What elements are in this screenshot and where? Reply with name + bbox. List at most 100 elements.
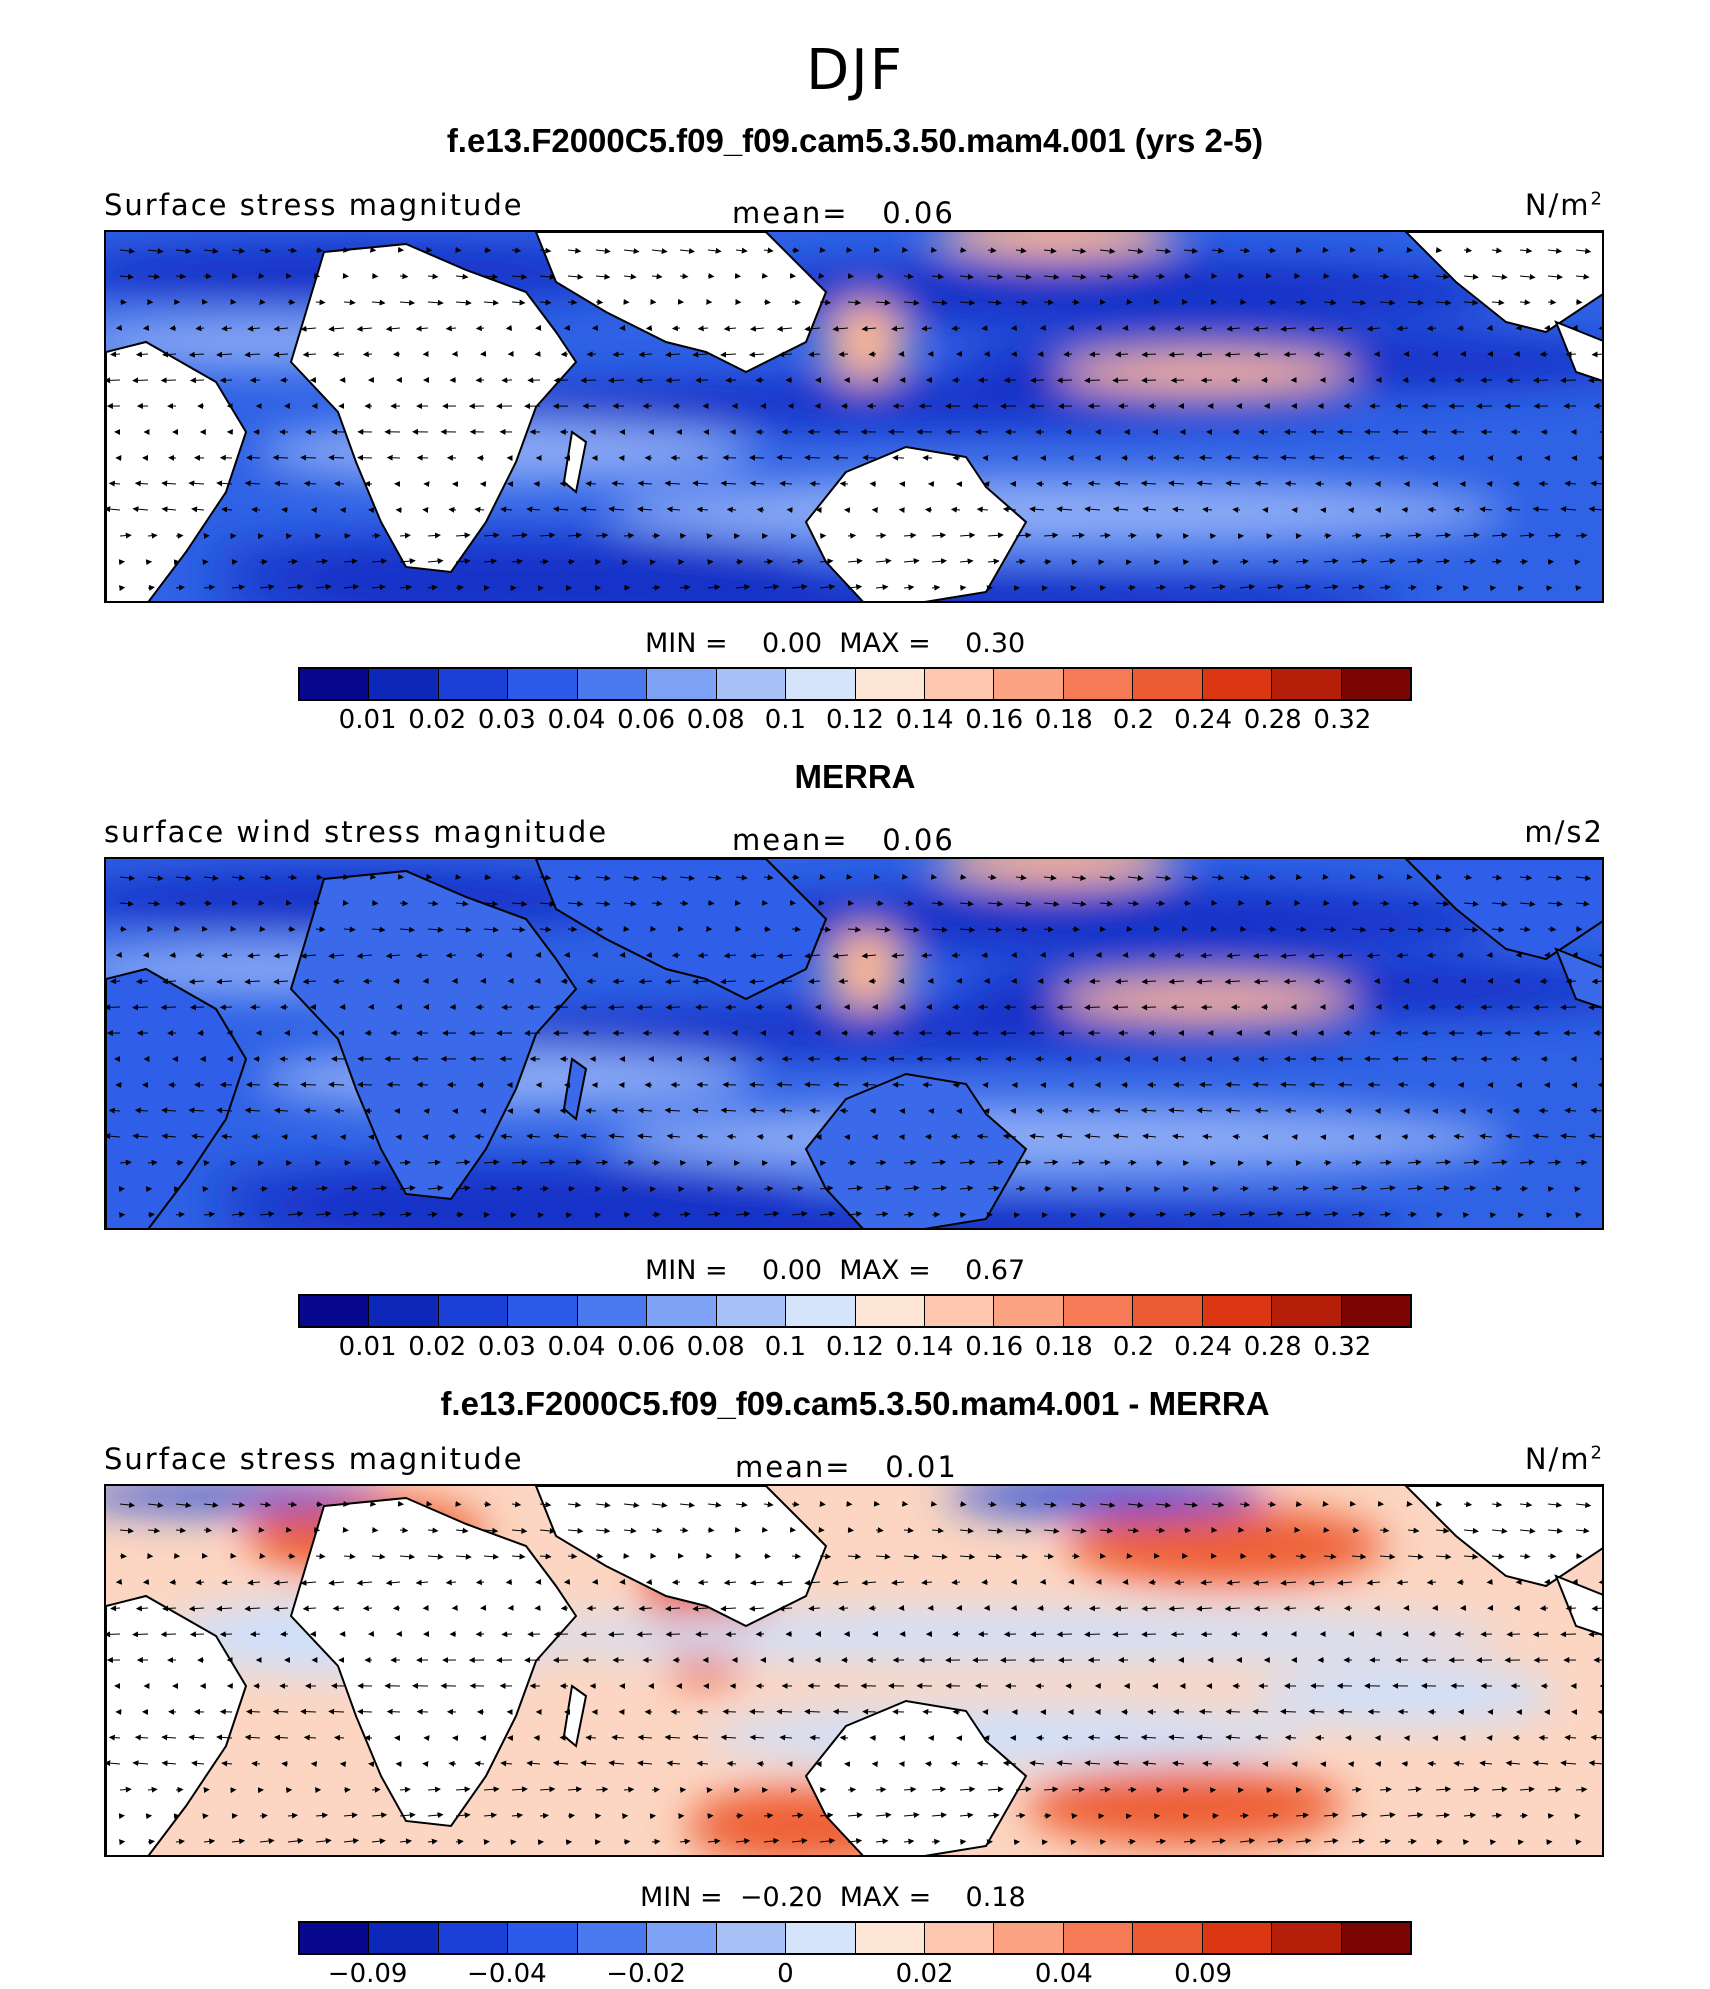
panel-3-variable-label: Surface stress magnitude xyxy=(104,1442,524,1476)
panel-1-variable-label: Surface stress magnitude xyxy=(104,188,524,222)
colorbar-tick-label: 0.32 xyxy=(1313,1332,1372,1362)
colorbar-swatch xyxy=(300,1296,370,1326)
colorbar-swatch xyxy=(1341,1923,1410,1953)
colorbar-swatch xyxy=(438,1923,509,1953)
colorbar-swatch xyxy=(647,1923,717,1953)
panel-1-map xyxy=(104,230,1604,603)
colorbar-swatch xyxy=(924,1296,995,1326)
colorbar-swatch xyxy=(994,1923,1064,1953)
colorbar-tick-label: 0.18 xyxy=(1034,1332,1093,1362)
panel-2-variable-label: surface wind stress magnitude xyxy=(104,815,609,849)
panel-2-mean: mean= 0.06 xyxy=(732,823,955,857)
panel-2-map-field xyxy=(106,859,1602,1228)
colorbar-swatch xyxy=(855,1296,925,1326)
panel-1-colorbar-ticks: 0.01 0.02 0.03 0.04 0.06 0.08 0.1 0.12 0.14 0.16 0… xyxy=(298,705,1412,735)
colorbar-swatch xyxy=(716,669,787,699)
colorbar-swatch xyxy=(1133,1923,1203,1953)
colorbar-swatch xyxy=(855,669,925,699)
colorbar-swatch xyxy=(577,1296,648,1326)
colorbar-swatch xyxy=(1341,1296,1410,1326)
colorbar-tick-label: 0.04 xyxy=(547,1332,606,1362)
colorbar-swatch xyxy=(577,669,648,699)
colorbar-swatch xyxy=(369,669,439,699)
colorbar-swatch xyxy=(1133,1296,1203,1326)
colorbar-tick-label: 0.2 xyxy=(1112,1332,1155,1362)
colorbar-tick-label: 0.06 xyxy=(617,1332,676,1362)
colorbar-swatch xyxy=(1202,669,1273,699)
colorbar-swatch xyxy=(1133,669,1203,699)
colorbar-tick-label: 0.09 xyxy=(1174,1959,1233,1989)
colorbar-swatch xyxy=(1063,669,1134,699)
season-title: DJF xyxy=(806,38,904,103)
colorbar-tick-label: 0.02 xyxy=(408,1332,467,1362)
colorbar-swatch xyxy=(369,1296,439,1326)
colorbar-tick-label: 0.12 xyxy=(826,705,884,735)
colorbar-swatch xyxy=(924,1923,995,1953)
colorbar-tick-label: −0.09 xyxy=(327,1959,408,1989)
colorbar-tick-label: 0.28 xyxy=(1243,705,1302,735)
panel-3-mean: mean= 0.01 xyxy=(735,1450,958,1484)
colorbar-swatch xyxy=(300,669,370,699)
panel-3-map xyxy=(104,1484,1604,1857)
colorbar-tick-label: 0.03 xyxy=(477,1332,536,1362)
colorbar-swatch xyxy=(508,1923,578,1953)
colorbar-swatch xyxy=(855,1923,925,1953)
colorbar-swatch xyxy=(786,1923,856,1953)
colorbar-swatch xyxy=(1063,1296,1134,1326)
colorbar-tick-label: 0.16 xyxy=(965,1332,1024,1362)
colorbar-swatch xyxy=(994,669,1064,699)
panel-3-colorbar-ticks: −0.09 −0.04 −0.02 0 0.02 0.04 0.09 xyxy=(298,1959,1412,1989)
colorbar-tick-label: 0.08 xyxy=(686,705,745,735)
panel-1-units: N/m2 xyxy=(1524,188,1604,222)
colorbar-swatch xyxy=(647,1296,717,1326)
colorbar-tick-label: 0.03 xyxy=(477,705,536,735)
colorbar-tick-label: 0 xyxy=(777,1959,794,1989)
panel-3-colorbar xyxy=(298,1921,1412,1955)
panel-1-min-max: MIN = 0.00 MAX = 0.30 xyxy=(645,628,1026,659)
colorbar-swatch xyxy=(1341,669,1410,699)
colorbar-tick-label: 0.2 xyxy=(1112,705,1155,735)
colorbar-tick-label: 0.18 xyxy=(1034,705,1093,735)
colorbar-swatch xyxy=(1063,1923,1134,1953)
colorbar-swatch xyxy=(1202,1296,1273,1326)
colorbar-tick-label: 0.01 xyxy=(338,1332,397,1362)
colorbar-swatch xyxy=(716,1296,787,1326)
colorbar-swatch xyxy=(1272,669,1342,699)
colorbar-tick-label: 0.04 xyxy=(1034,1959,1093,1989)
colorbar-swatch xyxy=(994,1296,1064,1326)
panel-2-units: m/s2 xyxy=(1524,815,1604,849)
panel-1-colorbar xyxy=(298,667,1412,701)
colorbar-tick-label: 0.1 xyxy=(764,705,807,735)
colorbar-tick-label: 0.04 xyxy=(547,705,606,735)
colorbar-swatch xyxy=(300,1923,370,1953)
colorbar-swatch xyxy=(647,669,717,699)
colorbar-swatch xyxy=(1272,1296,1342,1326)
colorbar-swatch xyxy=(508,1296,578,1326)
panel-3-units: N/m2 xyxy=(1524,1442,1604,1476)
panel-3-map-field xyxy=(106,1486,1602,1855)
colorbar-swatch xyxy=(716,1923,787,1953)
colorbar-swatch xyxy=(1272,1923,1342,1953)
colorbar-swatch xyxy=(438,1296,509,1326)
panel-2-min-max: MIN = 0.00 MAX = 0.67 xyxy=(645,1255,1026,1286)
panel-2-colorbar xyxy=(298,1294,1412,1328)
colorbar-tick-label: 0.02 xyxy=(408,705,467,735)
colorbar-swatch xyxy=(369,1923,439,1953)
colorbar-tick-label: 0.1 xyxy=(764,1332,807,1362)
panel-2-colorbar-ticks: 0.01 0.02 0.03 0.04 0.06 0.08 0.1 0.12 0.14 0.16 0… xyxy=(298,1332,1412,1362)
panel-1-title: f.e13.F2000C5.f09_f09.cam5.3.50.mam4.001… xyxy=(446,122,1264,159)
colorbar-swatch xyxy=(438,669,509,699)
colorbar-swatch xyxy=(924,669,995,699)
colorbar-tick-label: 0.12 xyxy=(826,1332,884,1362)
colorbar-swatch xyxy=(508,669,578,699)
colorbar-tick-label: −0.04 xyxy=(467,1959,547,1989)
colorbar-swatch xyxy=(577,1923,648,1953)
colorbar-tick-label: 0.24 xyxy=(1174,705,1233,735)
colorbar-tick-label: 0.28 xyxy=(1243,1332,1302,1362)
colorbar-tick-label: 0.02 xyxy=(895,1959,954,1989)
colorbar-tick-label: 0.16 xyxy=(965,705,1024,735)
colorbar-tick-label: 0.08 xyxy=(686,1332,745,1362)
colorbar-tick-label: 0.06 xyxy=(617,705,676,735)
colorbar-tick-label: 0.14 xyxy=(895,705,954,735)
panel-3-title: f.e13.F2000C5.f09_f09.cam5.3.50.mam4.001… xyxy=(440,1385,1270,1422)
